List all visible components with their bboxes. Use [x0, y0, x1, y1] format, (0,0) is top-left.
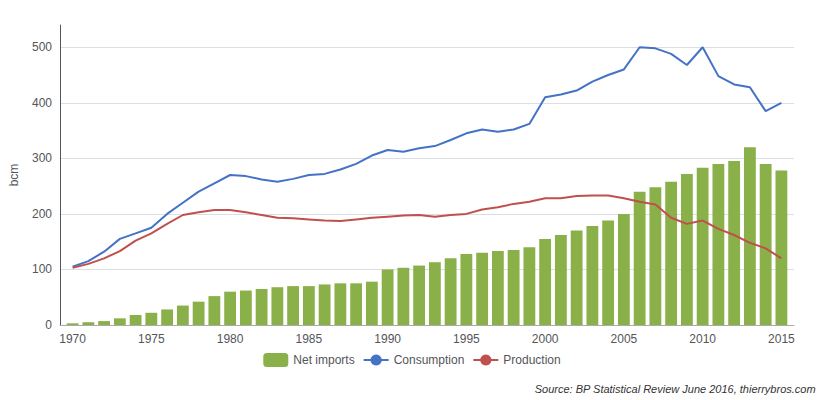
- svg-text:1990: 1990: [374, 332, 401, 346]
- svg-text:300: 300: [32, 151, 52, 165]
- svg-text:Consumption: Consumption: [394, 353, 465, 367]
- svg-text:2005: 2005: [611, 332, 638, 346]
- svg-text:100: 100: [32, 262, 52, 276]
- svg-text:1970: 1970: [59, 332, 86, 346]
- svg-text:400: 400: [32, 96, 52, 110]
- svg-text:Production: Production: [503, 353, 560, 367]
- svg-text:500: 500: [32, 40, 52, 54]
- svg-text:1975: 1975: [138, 332, 165, 346]
- svg-text:2000: 2000: [532, 332, 559, 346]
- svg-text:200: 200: [32, 207, 52, 221]
- svg-text:bcm: bcm: [7, 164, 21, 187]
- svg-text:Source: BP Statistical Review: Source: BP Statistical Review June 2016,…: [535, 383, 816, 395]
- svg-text:1985: 1985: [296, 332, 323, 346]
- svg-text:2015: 2015: [768, 332, 795, 346]
- svg-text:1995: 1995: [453, 332, 480, 346]
- svg-text:1980: 1980: [217, 332, 244, 346]
- svg-text:Net imports: Net imports: [293, 353, 354, 367]
- svg-text:0: 0: [45, 318, 52, 332]
- svg-text:2010: 2010: [689, 332, 716, 346]
